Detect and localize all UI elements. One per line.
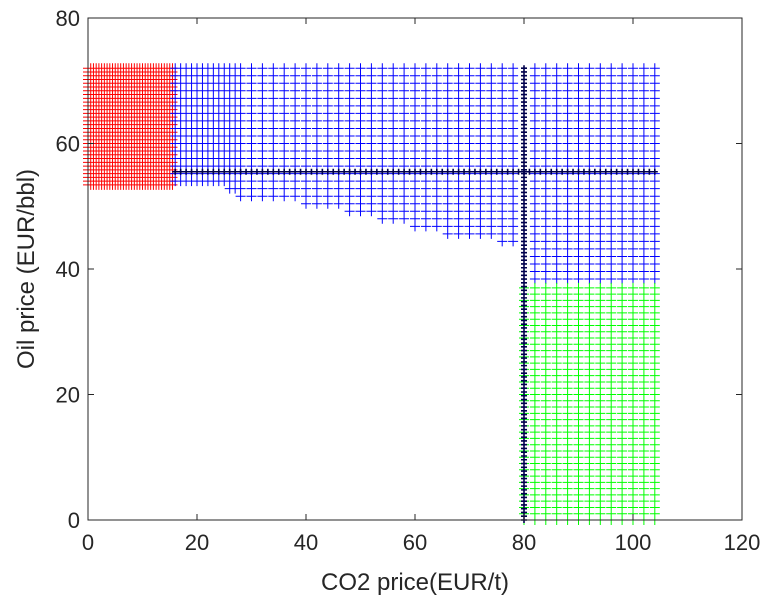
y-tick-label: 0 <box>68 508 80 533</box>
boundary-line-horizontal <box>172 168 658 175</box>
x-tick-label: 60 <box>403 530 427 555</box>
x-tick-label: 120 <box>724 530 761 555</box>
y-tick-label: 80 <box>56 6 80 31</box>
axes: 0 20 40 60 80 100 120 0 20 40 60 80 <box>56 6 761 555</box>
y-tick-label: 20 <box>56 383 80 408</box>
x-tick-label: 40 <box>294 530 318 555</box>
x-tick-label: 0 <box>82 530 94 555</box>
x-axis-label: CO2 price(EUR/t) <box>321 569 509 596</box>
x-tick-label: 80 <box>512 530 536 555</box>
x-tick-label: 100 <box>615 530 652 555</box>
y-axis-label: Oil price (EUR/bbl) <box>13 169 40 369</box>
y-tick-label: 40 <box>56 257 80 282</box>
y-tick-label: 60 <box>56 132 80 157</box>
x-tick-label: 20 <box>185 530 209 555</box>
markers-layer <box>83 63 660 525</box>
blue-points <box>170 63 660 285</box>
